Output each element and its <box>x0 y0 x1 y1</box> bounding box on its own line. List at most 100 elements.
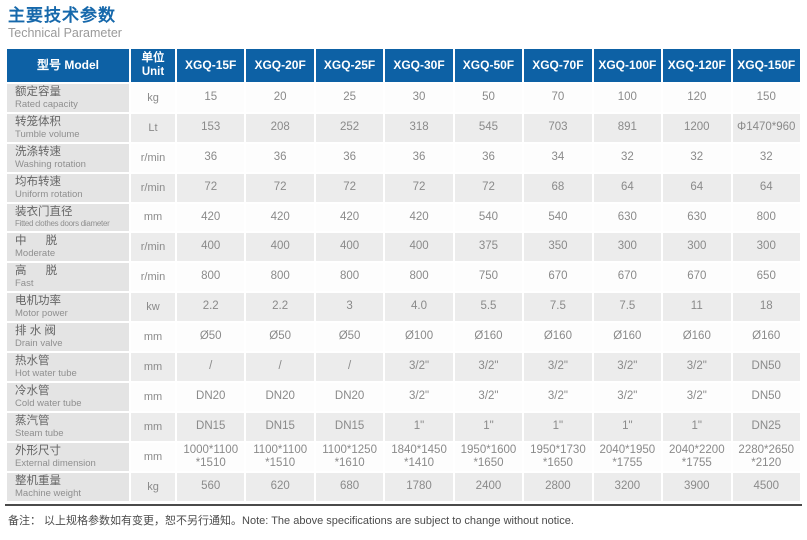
row-label-zh: 热水管 <box>15 355 50 368</box>
page-header: 主要技术参数 Technical Parameter <box>0 0 807 47</box>
value-cell: 670 <box>524 263 592 292</box>
row-label-en: Cold water tube <box>15 397 82 409</box>
row-label-zh: 冷水管 <box>15 385 50 398</box>
value-cell: 3200 <box>593 473 662 502</box>
value-cell: 1840*1450 *1410 <box>385 443 453 472</box>
value-cell: 34 <box>524 144 592 173</box>
value-cell: 3/2" <box>524 353 592 382</box>
value-cell: 400 <box>246 233 314 262</box>
value-cell: DN15 <box>315 413 384 442</box>
spec-table: 型号 Model 单位 Unit XGQ-15F XGQ-20F XGQ-25F XG… <box>5 47 802 503</box>
value-cell: 208 <box>246 114 314 143</box>
value-cell: Ø160 <box>593 323 662 352</box>
value-cell: 670 <box>593 263 662 292</box>
value-cell: 36 <box>315 144 384 173</box>
value-cell: 64 <box>732 174 800 203</box>
value-cell: 630 <box>593 204 662 232</box>
row-label-en: Steam tube <box>15 427 64 439</box>
page-subtitle: Technical Parameter <box>8 26 122 41</box>
spec-row: 额定容量 Rated capacity kg 15 20 25 30 50 70 100 120 15… <box>7 84 800 113</box>
unit-cell: mm <box>131 383 175 412</box>
unit-cell: kg <box>131 473 175 502</box>
unit-cell: mm <box>131 323 175 352</box>
spec-row: 排 水 阀 Drain valve mm Ø50 Ø50 Ø50 Ø100 Ø160 Ø160 Ø… <box>7 323 800 352</box>
value-cell: 1" <box>593 413 662 442</box>
value-cell: Ø160 <box>732 323 800 352</box>
row-label-zh: 洗涤转速 <box>15 146 61 159</box>
value-cell: 630 <box>663 204 731 232</box>
row-label-zh: 排 水 阀 <box>15 325 56 338</box>
value-cell: 1100*1100 *1510 <box>246 443 314 472</box>
value-cell: DN50 <box>732 353 800 382</box>
value-cell: 375 <box>454 233 523 262</box>
spec-row: 电机功率 Motor power kw 2.2 2.2 3 4.0 5.5 7.5 7.5 11 18 <box>7 293 800 322</box>
value-cell: 7.5 <box>593 293 662 322</box>
value-cell: 72 <box>177 174 245 203</box>
value-cell: 50 <box>454 84 523 113</box>
row-label-zh: 外形尺寸 <box>15 445 61 458</box>
value-cell: 800 <box>385 263 453 292</box>
value-cell: 1100*1250 *1610 <box>315 443 384 472</box>
value-cell: 32 <box>593 144 662 173</box>
value-cell: 32 <box>663 144 731 173</box>
value-cell: 36 <box>454 144 523 173</box>
row-label-zh: 额定容量 <box>15 86 61 99</box>
value-cell: 5.5 <box>454 293 523 322</box>
value-cell: DN15 <box>246 413 314 442</box>
spec-row: 转笼体积 Tumble volume Lt 153 208 252 318 545 703 891… <box>7 114 800 143</box>
row-label-cell: 转笼体积 Tumble volume <box>7 114 129 143</box>
value-cell: 72 <box>246 174 314 203</box>
row-label-cell: 额定容量 Rated capacity <box>7 84 129 113</box>
value-cell: 3900 <box>663 473 731 502</box>
unit-cell: kw <box>131 293 175 322</box>
row-label-en: External dimension <box>15 457 96 469</box>
unit-cell: r/min <box>131 144 175 173</box>
value-cell: 540 <box>454 204 523 232</box>
value-cell: 420 <box>177 204 245 232</box>
value-cell: 420 <box>246 204 314 232</box>
value-cell: / <box>177 353 245 382</box>
unit-cell: Lt <box>131 114 175 143</box>
row-label-en: Drain valve <box>15 337 63 349</box>
value-cell: 18 <box>732 293 800 322</box>
row-label-cell: 装衣门直径 Fitted clothes doors diameter <box>7 204 129 232</box>
row-label-cell: 均布转速 Uniform rotation <box>7 174 129 203</box>
value-cell: DN20 <box>177 383 245 412</box>
unit-cell: mm <box>131 413 175 442</box>
row-label-en: Uniform rotation <box>15 188 83 200</box>
spec-row: 外形尺寸 External dimension mm 1000*1100 *1510 1… <box>7 443 800 472</box>
value-cell: 750 <box>454 263 523 292</box>
value-cell: Φ1470*960 <box>732 114 800 143</box>
value-cell: 800 <box>732 204 800 232</box>
unit-cell: r/min <box>131 233 175 262</box>
row-label-cell: 冷水管 Cold water tube <box>7 383 129 412</box>
row-label-zh: 中 脱 <box>15 235 58 248</box>
value-cell: 64 <box>593 174 662 203</box>
value-cell: 36 <box>177 144 245 173</box>
value-cell: 4.0 <box>385 293 453 322</box>
spec-row: 蒸汽管 Steam tube mm DN15 DN15 DN15 1" 1" 1" 1" 1" DN2… <box>7 413 800 442</box>
row-label-cell: 外形尺寸 External dimension <box>7 443 129 472</box>
row-label-cell: 蒸汽管 Steam tube <box>7 413 129 442</box>
value-cell: 1" <box>524 413 592 442</box>
row-label-cell: 排 水 阀 Drain valve <box>7 323 129 352</box>
value-cell: 3/2" <box>385 383 453 412</box>
value-cell: 3/2" <box>385 353 453 382</box>
spec-row: 热水管 Hot water tube mm / //3/2" 3/2" 3/2" 3/2" 3/… <box>7 353 800 382</box>
value-cell: 891 <box>593 114 662 143</box>
value-cell: Ø160 <box>524 323 592 352</box>
row-label-cell: 高 脱 Fast <box>7 263 129 292</box>
row-label-cell: 电机功率 Motor power <box>7 293 129 322</box>
unit-cell: mm <box>131 353 175 382</box>
value-cell: 1" <box>663 413 731 442</box>
value-cell: 150 <box>732 84 800 113</box>
value-cell: 11 <box>663 293 731 322</box>
value-cell: 2.2 <box>246 293 314 322</box>
value-cell: 1950*1600 *1650 <box>454 443 523 472</box>
model-column-header: XGQ-15F <box>177 49 245 83</box>
table-bottom-rule <box>5 504 802 507</box>
value-cell: 800 <box>246 263 314 292</box>
value-cell: 400 <box>177 233 245 262</box>
value-cell: 20 <box>246 84 314 113</box>
row-label-zh: 转笼体积 <box>15 116 61 129</box>
